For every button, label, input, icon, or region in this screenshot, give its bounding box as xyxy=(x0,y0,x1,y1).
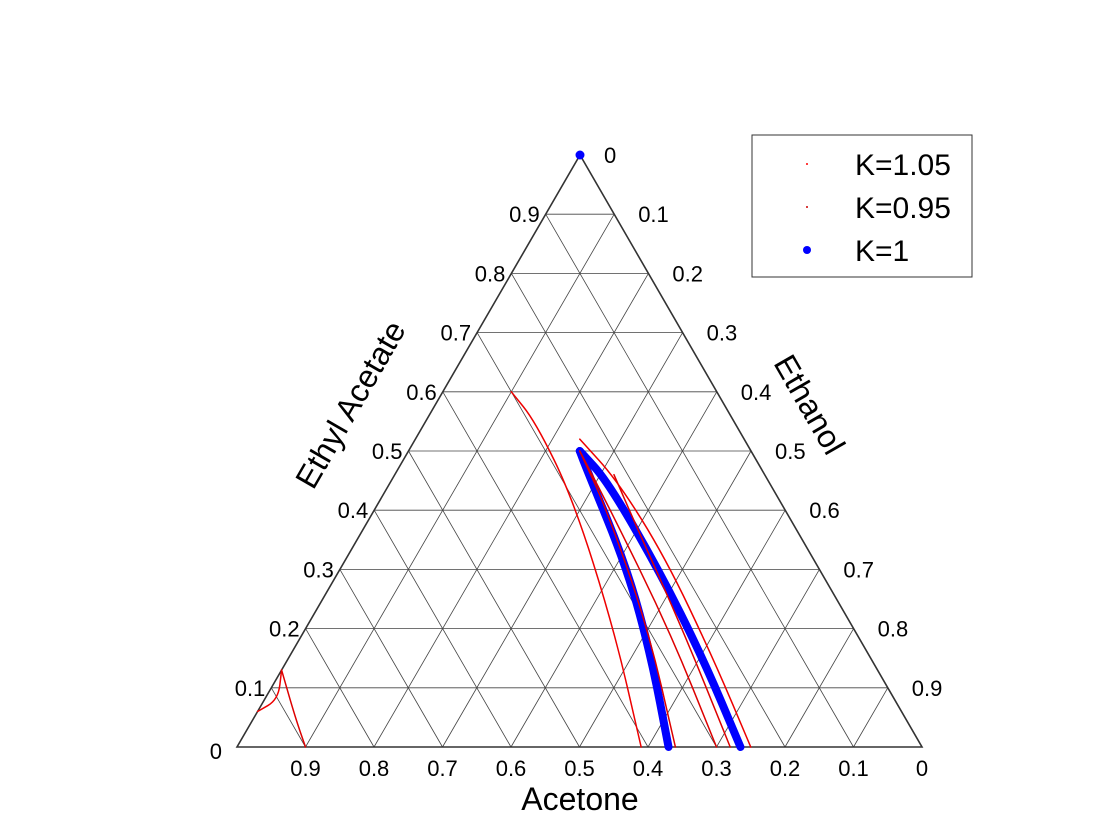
bottom-tick-label: 0.1 xyxy=(838,756,869,781)
bottom-tick-label: 0.3 xyxy=(701,756,732,781)
bottom-tick-label: 0.9 xyxy=(290,756,321,781)
series-k1-0-line xyxy=(575,447,673,751)
right-tick-label: 0 xyxy=(604,143,616,168)
series-k1-1-line xyxy=(575,447,745,751)
grid-line xyxy=(784,628,854,748)
series-k095-6-line xyxy=(579,450,677,748)
series-k105-5-line xyxy=(256,669,283,713)
grid-line xyxy=(647,509,786,748)
bottom-tick-label: 0 xyxy=(916,756,928,781)
grid-line xyxy=(339,569,443,748)
right-tick-label: 0.7 xyxy=(843,557,874,582)
left-tick-label: 0.2 xyxy=(269,617,300,642)
right-tick-label: 0.5 xyxy=(775,439,806,464)
legend-marker-k1 xyxy=(803,246,811,254)
left-tick-label: 0.1 xyxy=(235,676,266,701)
grid-line xyxy=(305,628,375,748)
right-tick-label: 0.6 xyxy=(809,498,840,523)
legend-marker-k095 xyxy=(806,206,808,208)
left-axis-title: Ethyl Acetate xyxy=(288,315,413,495)
grid-line xyxy=(408,450,580,748)
right-tick-label: 0.8 xyxy=(878,617,909,642)
series-k105-4-line xyxy=(579,438,752,748)
bottom-tick-label: 0.5 xyxy=(564,756,595,781)
right-tick-label: 0.2 xyxy=(672,261,703,286)
right-tick-label: 0.3 xyxy=(707,321,738,346)
left-tick-label: 0.8 xyxy=(475,261,506,286)
bottom-tick-label: 0.8 xyxy=(359,756,390,781)
grid-line xyxy=(270,687,306,748)
bottom-tick-label: 0.4 xyxy=(633,756,664,781)
grid-line xyxy=(579,450,752,748)
legend-label-k1: K=1 xyxy=(855,235,909,268)
left-tick-label: 0.4 xyxy=(338,498,369,523)
tick-labels: 0.9 0.8 0.7 0.6 0.5 0.4 0.3 0.2 0.1 0 0 0.1 0.2 0.3 0.… xyxy=(210,143,943,781)
legend-marker-k105 xyxy=(806,163,808,165)
grid-line xyxy=(373,509,512,748)
legend: K=1.05 K=0.95 K=1 xyxy=(751,134,973,278)
bottom-tick-label: 0.2 xyxy=(770,756,801,781)
grid-line xyxy=(716,569,820,748)
grid-line xyxy=(305,213,615,748)
series-k095-7-line xyxy=(579,450,718,748)
grid-line xyxy=(442,332,683,748)
grid-line xyxy=(853,687,889,748)
legend-label-k095: K=0.95 xyxy=(855,192,951,225)
series-k095-8-line xyxy=(613,473,731,748)
bottom-axis-title: Acetone xyxy=(521,781,638,817)
grid-line xyxy=(545,213,854,748)
grid-line xyxy=(476,332,717,748)
right-tick-label: 0.9 xyxy=(912,676,943,701)
right-tick-label: 0.4 xyxy=(741,380,772,405)
grid-lines xyxy=(270,213,889,748)
left-tick-label: 0.5 xyxy=(372,439,403,464)
triangle-frame xyxy=(235,153,924,748)
series-k095-9-line xyxy=(280,669,307,748)
series-layer xyxy=(256,150,752,751)
right-tick-label: 0.1 xyxy=(638,202,669,227)
bottom-tick-label: 0.7 xyxy=(427,756,458,781)
left-tick-label: 0.3 xyxy=(303,557,334,582)
series-k1-2-point xyxy=(575,150,585,160)
left-tick-label: 0.6 xyxy=(406,380,437,405)
left-tick-label: 0.9 xyxy=(509,202,540,227)
origin-tick-label: 0 xyxy=(210,739,222,764)
legend-box xyxy=(751,134,973,278)
legend-label-k105: K=1.05 xyxy=(855,149,951,182)
left-tick-label: 0.7 xyxy=(441,321,472,346)
series-k105-3-line xyxy=(510,391,642,748)
bottom-tick-label: 0.6 xyxy=(496,756,527,781)
triangle-outline xyxy=(235,153,924,748)
